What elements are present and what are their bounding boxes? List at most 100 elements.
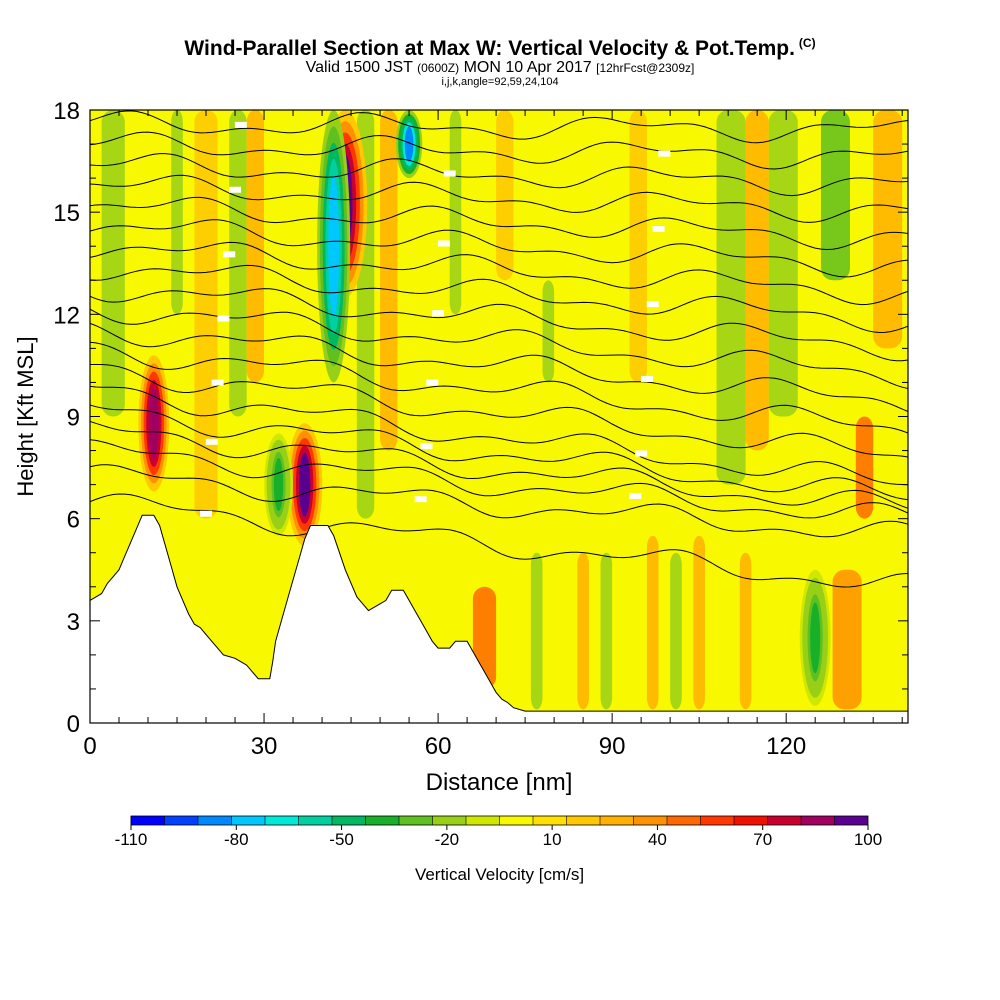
colorbar-label: Vertical Velocity [cm/s] (415, 865, 584, 884)
velocity-band (101, 110, 125, 417)
velocity-core (273, 458, 284, 512)
isentrope-label-bg (426, 379, 439, 386)
velocity-band (768, 110, 798, 417)
colorbar-bin (466, 816, 500, 825)
isentrope-label-bg (414, 496, 427, 503)
colorbar-bin (198, 816, 232, 825)
velocity-band (873, 110, 903, 349)
isentrope-label-bg (646, 301, 659, 308)
isentrope-line (90, 439, 908, 519)
valid-time: Valid 1500 JST (305, 59, 413, 76)
chart-title: Wind-Parallel Section at Max W: Vertical… (184, 36, 816, 60)
y-axis-title: Height [Kft MSL] (13, 336, 38, 496)
colorbar-bin (131, 816, 165, 825)
colorbar-bin (231, 816, 265, 825)
colorbar-bin (767, 816, 801, 825)
isentrope-line (90, 219, 908, 278)
velocity-band (496, 110, 514, 281)
velocity-band (716, 110, 746, 485)
x-tick-label: 60 (425, 733, 452, 760)
isentrope-line (90, 196, 908, 251)
isentrope-line (90, 288, 908, 362)
colorbar-bin (365, 816, 399, 825)
colorbar-tick-label: -80 (224, 830, 249, 849)
isentrope-label-bg (200, 510, 213, 517)
colorbar-tick-label: 100 (854, 830, 882, 849)
colorbar-bin (399, 816, 433, 825)
colorbar-tick-label: -20 (435, 830, 460, 849)
isentrope-label-bg (652, 226, 665, 233)
colorbar-bin (700, 816, 734, 825)
velocity-band (739, 552, 752, 710)
isentrope-label-bg (635, 450, 648, 457)
x-tick-label: 120 (766, 733, 806, 760)
isentrope-line (90, 421, 908, 509)
velocity-band (229, 110, 247, 417)
y-tick-label: 18 (53, 98, 80, 125)
isentrope-label-bg (432, 310, 445, 317)
velocity-core (298, 452, 311, 517)
x-axis-title: Distance [nm] (426, 769, 573, 796)
colorbar-bin (332, 816, 366, 825)
velocity-band (629, 110, 647, 383)
isentrope-label-bg (640, 375, 653, 382)
isentrope-label-bg (223, 251, 236, 258)
isentrope-line (90, 404, 908, 501)
isentrope-line (90, 110, 908, 144)
velocity-core (328, 175, 340, 318)
colorbar-bin (667, 816, 701, 825)
isentrope-line (90, 364, 908, 458)
velocity-core (810, 602, 821, 674)
isentrope-line (90, 322, 908, 413)
velocity-band (600, 552, 613, 710)
velocity-band (670, 552, 682, 710)
y-tick-label: 3 (67, 609, 80, 636)
colorbar-tick-label: 70 (753, 830, 772, 849)
y-tick-label: 9 (67, 405, 80, 432)
isentrope-line (90, 464, 908, 538)
colorbar-bin (633, 816, 667, 825)
colorbar-bin (164, 816, 198, 825)
terrain-outline (90, 514, 908, 712)
terrain-mask (90, 515, 908, 723)
velocity-band (530, 552, 543, 710)
velocity-band (820, 110, 850, 281)
colorbar-tick-label: 10 (543, 830, 562, 849)
colorbar-bin (834, 816, 868, 825)
isentrope-label-bg (234, 121, 247, 128)
isentrope-label-bg (420, 443, 433, 450)
colorbar-bin (533, 816, 567, 825)
y-tick-label: 6 (67, 507, 80, 534)
velocity-band (171, 110, 183, 315)
isentrope-line (90, 174, 908, 223)
forecast-info: [12hrFcst@2309z] (596, 61, 695, 75)
isentrope-label-bg (443, 170, 456, 177)
y-tick-label: 0 (67, 711, 80, 738)
x-tick-label: 0 (83, 733, 96, 760)
y-tick-label: 15 (53, 200, 80, 227)
isentrope-label-bg (205, 438, 218, 445)
isentrope-line (90, 264, 908, 334)
isentrope-line (90, 341, 908, 434)
colorbar-bin (499, 816, 533, 825)
isentrope-label-bg (229, 186, 242, 193)
velocity-band (577, 552, 589, 710)
colorbar-bin (432, 816, 466, 825)
grid-info: i,j,k,angle=92,59,24,104 (441, 76, 559, 88)
velocity-band (542, 280, 555, 383)
velocity-band (832, 569, 862, 710)
x-tick-label: 90 (599, 733, 626, 760)
colorbar-bin (566, 816, 600, 825)
isentrope-label-bg (437, 240, 450, 247)
colorbar-frame (130, 815, 869, 826)
isentrope-line (90, 493, 908, 588)
colorbar-bin (734, 816, 768, 825)
plot-layer (90, 110, 908, 723)
colorbar-tick-label: -50 (329, 830, 354, 849)
colorbar-bin (265, 816, 299, 825)
colorbar-tick-label: 40 (648, 830, 667, 849)
velocity-band (745, 110, 769, 451)
y-tick-label: 12 (53, 302, 80, 329)
isentrope-line (90, 241, 908, 306)
